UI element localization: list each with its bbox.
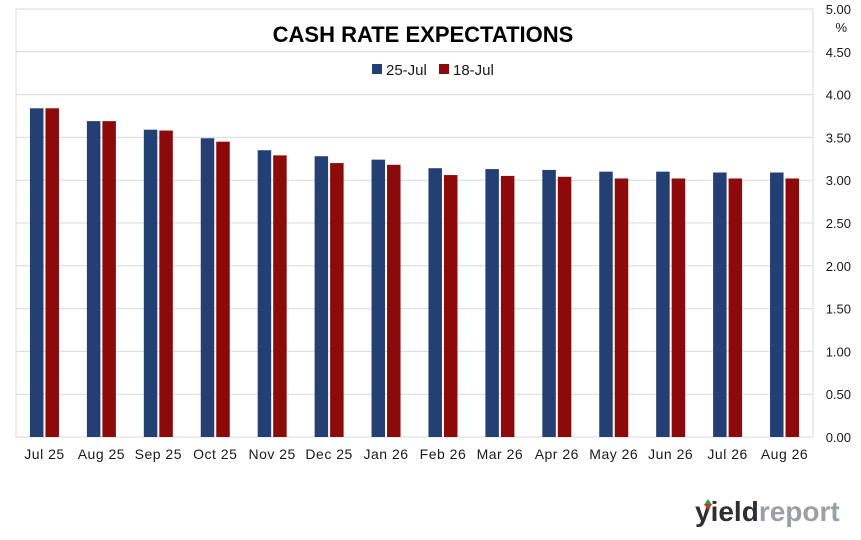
yieldreport-logo: yieldreport — [695, 496, 840, 527]
bar-25-jul-apr-26 — [542, 169, 556, 438]
bar-18-jul-feb-26 — [443, 175, 458, 437]
bar-18-jul-aug-25 — [102, 121, 116, 438]
x-tick-label: Apr 26 — [535, 446, 579, 462]
logo-down-arrow-icon — [704, 504, 712, 510]
bar-25-jul-jun-26 — [656, 171, 670, 437]
y-tick-label: 1.50 — [826, 302, 851, 317]
bar-18-jul-nov-25 — [273, 155, 287, 437]
bar-18-jul-jul-25 — [45, 108, 59, 438]
y-tick-label: 3.00 — [826, 173, 851, 188]
x-tick-label: Nov 25 — [248, 446, 295, 462]
x-tick-label: May 26 — [589, 446, 638, 462]
x-tick-label: Jul 26 — [707, 446, 747, 462]
x-tick-label: Mar 26 — [477, 446, 524, 462]
bar-25-jul-feb-26 — [428, 168, 442, 437]
logo-text: yieldreport — [695, 496, 840, 527]
legend: 25-Jul 18-Jul — [372, 62, 494, 79]
bars — [29, 108, 800, 438]
bar-25-jul-jul-26 — [713, 172, 727, 437]
x-tick-label: Sep 25 — [135, 446, 182, 462]
x-tick-label: Jan 26 — [364, 446, 409, 462]
legend-label-18-jul: 18-Jul — [453, 62, 494, 79]
bar-25-jul-aug-25 — [86, 121, 101, 438]
x-tick-label: Jun 26 — [648, 446, 693, 462]
y-tick-label: 0.50 — [826, 387, 851, 402]
bar-18-jul-sep-25 — [159, 130, 173, 437]
x-tick-label: Oct 25 — [193, 446, 237, 462]
legend-swatch-25-jul — [372, 64, 382, 74]
bar-18-jul-oct-25 — [216, 141, 230, 437]
x-tick-label: Aug 26 — [761, 446, 808, 462]
bar-25-jul-jul-25 — [29, 108, 44, 438]
legend-label-25-jul: 25-Jul — [386, 62, 427, 79]
bar-25-jul-aug-26 — [770, 172, 784, 437]
logo-up-arrow-icon — [704, 499, 712, 505]
x-tick-label: Feb 26 — [420, 446, 467, 462]
y-tick-label: 0.00 — [826, 430, 851, 445]
y-tick-label: 1.00 — [826, 344, 851, 359]
legend-swatch-18-jul — [439, 64, 449, 74]
y-tick-label: 2.50 — [826, 216, 851, 231]
bar-25-jul-may-26 — [599, 171, 613, 437]
x-tick-label: Jul 25 — [24, 446, 64, 462]
bar-18-jul-dec-25 — [330, 163, 344, 437]
bar-18-jul-may-26 — [614, 178, 629, 437]
x-axis-ticks: Jul 25 Aug 25 Sep 25 Oct 25 Nov 25 Dec 25 Jan … — [24, 446, 808, 462]
y-axis-unit-label: % — [835, 20, 847, 35]
y-tick-label: 4.00 — [826, 88, 851, 103]
bar-18-jul-aug-26 — [785, 178, 800, 437]
y-tick-label: 3.50 — [826, 130, 851, 145]
bar-18-jul-mar-26 — [500, 175, 515, 438]
bar-18-jul-jun-26 — [671, 178, 686, 437]
bar-25-jul-dec-25 — [314, 156, 329, 437]
bar-18-jul-jul-26 — [728, 178, 743, 437]
y-tick-label: 4.50 — [826, 45, 851, 60]
y-tick-label: 5.00 — [826, 2, 851, 17]
chart-title: CASH RATE EXPECTATIONS — [273, 22, 574, 47]
bar-25-jul-jan-26 — [371, 159, 386, 437]
bar-25-jul-nov-25 — [257, 150, 272, 438]
y-axis-ticks: 0.00 0.50 1.00 1.50 2.00 2.50 3.00 3.50 4.00 4.50… — [826, 2, 851, 445]
bar-18-jul-jan-26 — [387, 164, 401, 438]
bar-25-jul-oct-25 — [200, 138, 215, 438]
bar-18-jul-apr-26 — [557, 176, 572, 437]
x-tick-label: Aug 25 — [78, 446, 125, 462]
x-tick-label: Dec 25 — [305, 446, 352, 462]
bar-25-jul-mar-26 — [485, 169, 499, 437]
bar-25-jul-sep-25 — [143, 129, 158, 438]
y-tick-label: 2.00 — [826, 259, 851, 274]
